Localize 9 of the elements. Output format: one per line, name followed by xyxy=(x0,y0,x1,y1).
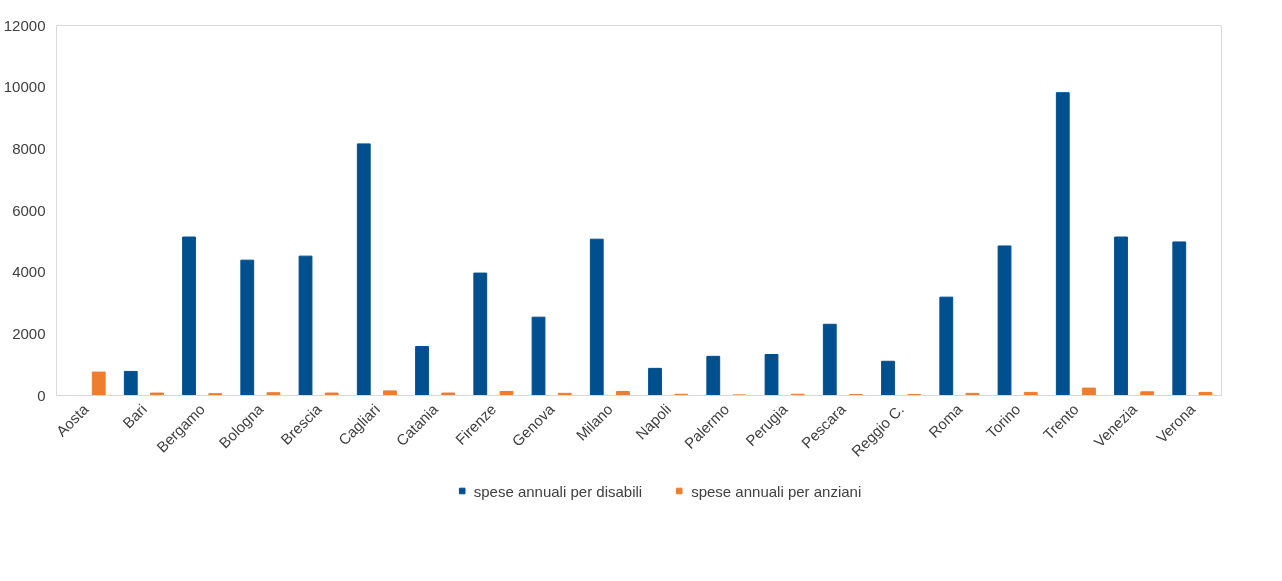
y-tick-label: 2000 xyxy=(12,324,46,342)
y-tick-label: 8000 xyxy=(12,139,46,157)
legend-label: spese annuali per disabili xyxy=(473,482,643,499)
y-tick-label: 0 xyxy=(37,386,46,404)
y-tick-label: 6000 xyxy=(12,201,46,219)
y-tick-label: 4000 xyxy=(12,263,46,281)
y-tick-label: 10000 xyxy=(3,78,46,96)
y-tick-label: 12000 xyxy=(3,16,46,34)
legend-label: spese annuali per anziani xyxy=(691,482,862,499)
